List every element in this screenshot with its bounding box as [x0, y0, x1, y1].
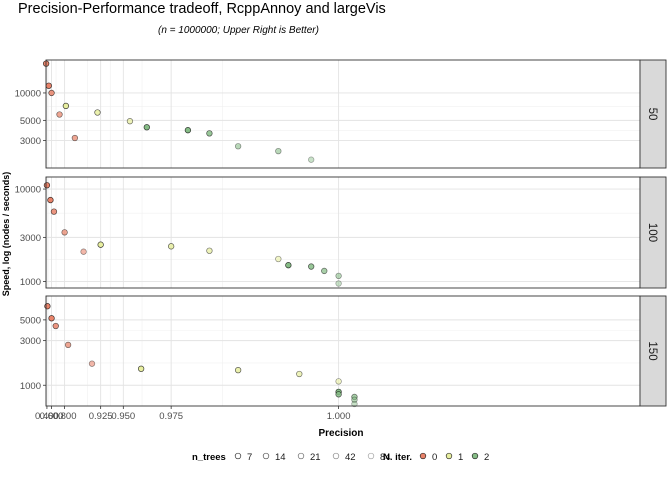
- data-point: [44, 303, 51, 310]
- x-tick-label: 0.600: [40, 411, 64, 422]
- y-tick-label: 3000: [20, 136, 41, 147]
- data-point: [88, 360, 96, 367]
- data-point: [94, 109, 101, 116]
- legend-label-iterations: 0: [432, 452, 437, 463]
- facet-strip-label: 100: [646, 223, 658, 242]
- legend-key-iterations: [471, 452, 479, 460]
- facet-strip: [639, 59, 667, 169]
- data-point: [43, 182, 51, 189]
- x-axis-label: Precision: [318, 428, 363, 439]
- facet-strip-label: 150: [646, 341, 658, 360]
- data-point: [137, 365, 145, 372]
- legend-label-n-trees: 14: [275, 452, 286, 463]
- data-point: [97, 241, 104, 248]
- data-point: [335, 272, 342, 280]
- legend-key-n-trees: [297, 452, 305, 460]
- facet-strip: [639, 176, 667, 289]
- legend-label-n-trees: 84: [380, 452, 391, 463]
- panel-background: [46, 296, 640, 406]
- data-point: [47, 196, 54, 204]
- data-point: [335, 280, 342, 287]
- y-tick-label: 5000: [20, 116, 41, 127]
- panel-background: [46, 60, 640, 168]
- data-point: [48, 89, 55, 97]
- data-point: [71, 134, 79, 142]
- y-tick-label: 1000: [20, 381, 41, 392]
- data-point: [184, 127, 192, 134]
- x-tick-label: 0.925: [89, 411, 113, 422]
- legend-key-iterations: [419, 452, 427, 460]
- data-point: [61, 229, 68, 236]
- y-tick-label: 3000: [20, 336, 41, 347]
- facet-panel: 1000 3000 5000 150: [20, 295, 667, 408]
- legend-title-iterations: N. iter.: [383, 452, 412, 463]
- data-point: [321, 267, 328, 275]
- data-point: [234, 143, 242, 150]
- data-point: [206, 247, 213, 254]
- legend-label-iterations: 2: [484, 452, 489, 463]
- x-tick-label: 0.400: [35, 411, 59, 422]
- data-point: [234, 367, 242, 374]
- data-point: [351, 396, 358, 403]
- legend-key-n-trees: [234, 452, 242, 460]
- y-tick-label: 10000: [15, 88, 41, 99]
- facet-panel: 3000 5000 10000 50: [15, 59, 667, 169]
- data-point: [351, 400, 358, 408]
- facet-strip: [639, 295, 667, 407]
- legend-label-n-trees: 42: [345, 452, 356, 463]
- panel-background: [46, 177, 640, 288]
- y-tick-label: 5000: [20, 315, 41, 326]
- legend-title-n-trees: n_trees: [192, 452, 226, 463]
- data-point: [52, 322, 59, 330]
- legend-label-n-trees: 7: [247, 452, 252, 463]
- facet-strip-label: 50: [646, 108, 658, 121]
- y-tick-label: 3000: [20, 233, 41, 244]
- data-point: [62, 102, 70, 110]
- x-tick-label: 0.950: [111, 411, 135, 422]
- legend-label-iterations: 1: [458, 452, 463, 463]
- legend-key-n-trees: [367, 452, 375, 460]
- data-point: [50, 208, 58, 215]
- legend-label-n-trees: 21: [310, 452, 321, 463]
- x-tick-label: 0.975: [159, 411, 183, 422]
- data-point: [308, 263, 315, 270]
- data-point: [275, 147, 282, 155]
- y-tick-label: 10000: [15, 185, 41, 196]
- data-point: [56, 111, 63, 118]
- data-point: [80, 248, 87, 255]
- data-point: [168, 243, 175, 250]
- data-point: [143, 124, 150, 131]
- data-point: [335, 391, 342, 398]
- facet-panels: 3000 5000 10000 50 1000 3000 10000 100 1000 3000 5…: [15, 59, 667, 408]
- x-tick-label: 1.000: [327, 411, 351, 422]
- data-point: [285, 262, 292, 269]
- data-point: [275, 255, 282, 263]
- data-point: [308, 156, 315, 163]
- data-point: [64, 341, 72, 349]
- chart-subtitle: (n = 1000000; Upper Right is Better): [158, 25, 319, 36]
- legend-key-iterations: [445, 452, 453, 460]
- x-tick-label: 0.800: [53, 411, 77, 422]
- data-point: [206, 130, 213, 137]
- legend: n_trees 7 14 21 42 84N. iter. 0 1 2: [192, 452, 489, 463]
- data-point: [296, 370, 303, 378]
- legend-key-n-trees: [262, 452, 270, 460]
- chart-title: Precision-Performance tradeoff, RcppAnno…: [18, 1, 386, 17]
- y-tick-label: 1000: [20, 277, 41, 288]
- facet-panel: 1000 3000 10000 100: [15, 176, 667, 289]
- data-point: [48, 315, 55, 322]
- legend-key-n-trees: [332, 452, 340, 460]
- data-point: [126, 118, 134, 125]
- y-axis-label: Speed, log (nodes / seconds): [1, 172, 11, 297]
- data-point: [45, 82, 52, 89]
- data-point: [335, 378, 342, 385]
